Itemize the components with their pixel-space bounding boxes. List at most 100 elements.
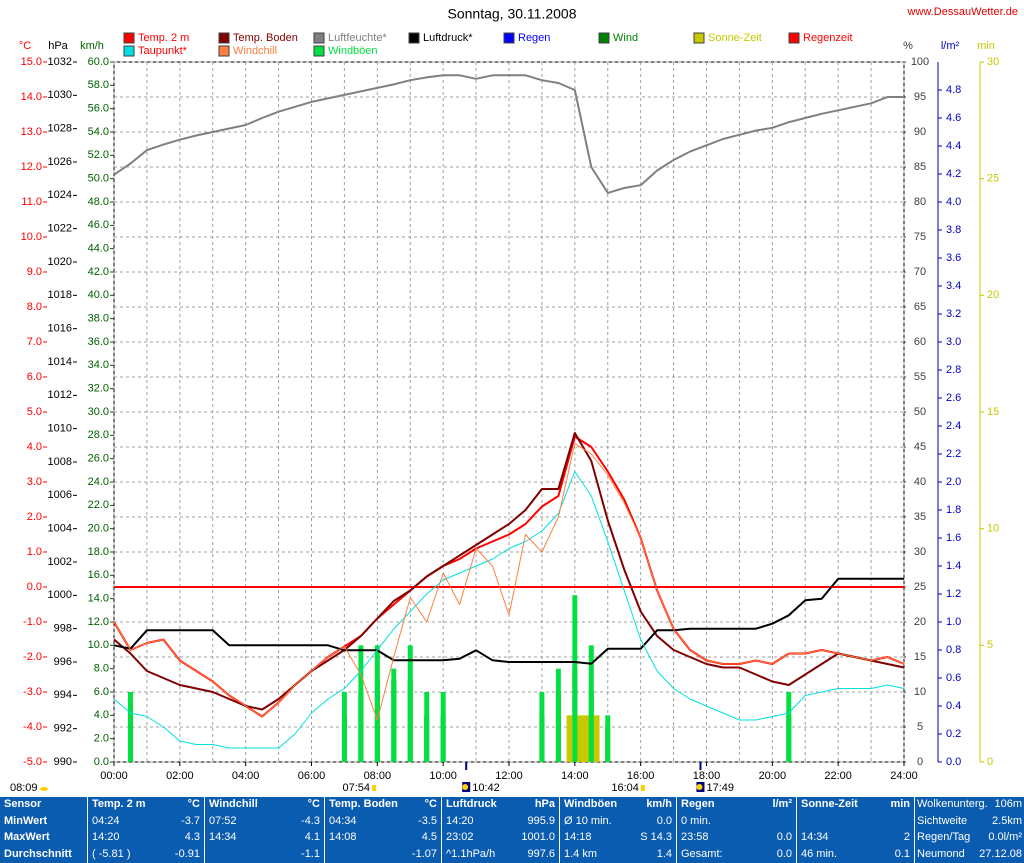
y-tick-label: 998 [54,623,72,635]
y-tick-label: 40.0 [88,289,109,301]
y-tick-label: 20 [914,616,926,628]
y-tick-label: 85 [914,161,926,173]
info-text: 27.12.08 [979,847,1022,860]
y-tick-label: 3.0 [27,476,42,488]
sun-icon [40,787,48,791]
table-cell: 14:18 S 14.3 [560,830,676,846]
y-tick-label: 2.6 [946,392,961,404]
time-label: 08:09 [10,782,38,794]
cell-text: 14:34 [801,831,829,843]
info-text: Sichtweite [917,814,968,827]
cell-text: 0 min. [681,814,711,827]
table-header-cell: Temp. Boden °C [325,797,441,813]
x-tick-label: 20:00 [759,770,787,782]
info-row: Sichtweite 2.5km [915,814,1024,830]
legend-swatch [598,32,610,44]
y-tick-label: 3.2 [946,308,961,320]
y-tick-label: 13.0 [21,126,42,138]
y-tick-label: 42.0 [88,266,109,278]
y-tick-label: 14.0 [88,593,109,605]
info-row: Neumond 27.12.08 [915,847,1024,863]
x-tick-label: 06:00 [298,770,326,782]
y-tick-label: -4.0 [23,721,42,733]
table-column: Sonne-Zeit min 14:34 2 46 min. 0.1 [797,797,915,863]
y-tick-label: 1014 [48,356,72,368]
y-tick-label: 2.0 [27,511,42,523]
bar [424,692,430,762]
sun-marker [640,785,645,791]
y-tick-label: 2.4 [946,420,961,432]
y-tick-label: 1030 [48,89,72,101]
legend-label: Regen [518,32,550,44]
cell-text: -3.5 [418,814,437,827]
table-header-cell: Sensor [0,797,87,813]
cell-text: MaxWert [4,831,50,843]
y-tick-label: 10.0 [21,231,42,243]
y-tick-label: 1.6 [946,532,961,544]
legend-swatch [788,32,800,44]
y-tick-label: 1.2 [946,588,961,600]
y-tick-label: 1024 [48,189,72,201]
y-tick-label: 11.0 [21,196,42,208]
legend-label: Wind [613,32,638,44]
stats-table: Sensor MinWert MaxWert Durchschnitt Temp. 2 … [0,797,1024,863]
y-tick-label: 0.2 [946,728,961,740]
legend-label: Taupunkt* [138,45,188,57]
y-tick-label: 0.8 [946,644,961,656]
y-tick-label: 60 [914,336,926,348]
cell-text: Luftdruck [446,798,497,810]
table-cell: Durchschnitt [0,847,87,863]
y-tick-label: 5.0 [27,406,42,418]
cell-text: 1.4 [656,847,672,860]
y-tick-label: 52.0 [88,149,109,161]
table-header-cell: Windchill °C [205,797,324,813]
table-cell: MaxWert [0,830,87,846]
cell-text: 2 [903,831,910,843]
cell-text: 995.9 [527,814,555,827]
y-tick-label: 3.0 [946,336,961,348]
x-tick-label: 14:00 [561,770,589,782]
x-tick-label: 24:00 [890,770,918,782]
y-tick-label: 994 [54,689,72,701]
moon-time-label: 17:49 [706,782,734,794]
y-tick-label: 4.0 [94,709,109,721]
cell-text: S 14.3 [640,831,672,843]
y-tick-label: 40 [914,476,926,488]
x-tick-label: 00:00 [100,770,128,782]
y-tick-label: 12.0 [21,161,42,173]
bar [786,692,792,762]
cell-text: Temp. Boden [329,798,398,810]
y-tick-label: 9.0 [27,266,42,278]
y-tick-label: 12.0 [88,616,109,628]
bar [572,595,578,762]
moon-icon [696,784,703,790]
y-tick-label: 58.0 [88,79,109,91]
x-tick-label: 08:00 [364,770,392,782]
y-tick-label: 46.0 [88,219,109,231]
table-cell: 04:34 -3.5 [325,814,441,830]
y-tick-label: 0 [917,756,923,768]
bar [407,645,413,762]
y-tick-label: 0.0 [27,581,42,593]
cell-text: -0.91 [174,847,200,860]
table-cell: 14:08 4.5 [325,830,441,846]
y-tick-label: 1.0 [27,546,42,558]
table-cell: 04:24 -3.7 [88,814,204,830]
cell-text: 0.1 [894,847,910,860]
cell-text: Gesamt: [681,847,723,860]
bar [341,692,347,762]
series-line [113,74,904,194]
y-tick-label: 2.0 [94,733,109,745]
y-tick-label: 5 [987,639,993,651]
legend-swatch [503,32,515,44]
y-tick-label: 0.6 [946,672,961,684]
y-tick-label: 45 [914,441,926,453]
table-header-cell: Windböen km/h [560,797,676,813]
y-tick-label: 1022 [48,223,72,235]
table-cell: ^1.1hPa/h 997.6 [442,847,559,863]
y-tick-label: 1000 [48,589,72,601]
y-tick-label: 50 [914,406,926,418]
cell-text: 14:20 [92,831,120,843]
y-tick-label: 3.6 [946,252,961,264]
legend-swatch [313,45,325,57]
